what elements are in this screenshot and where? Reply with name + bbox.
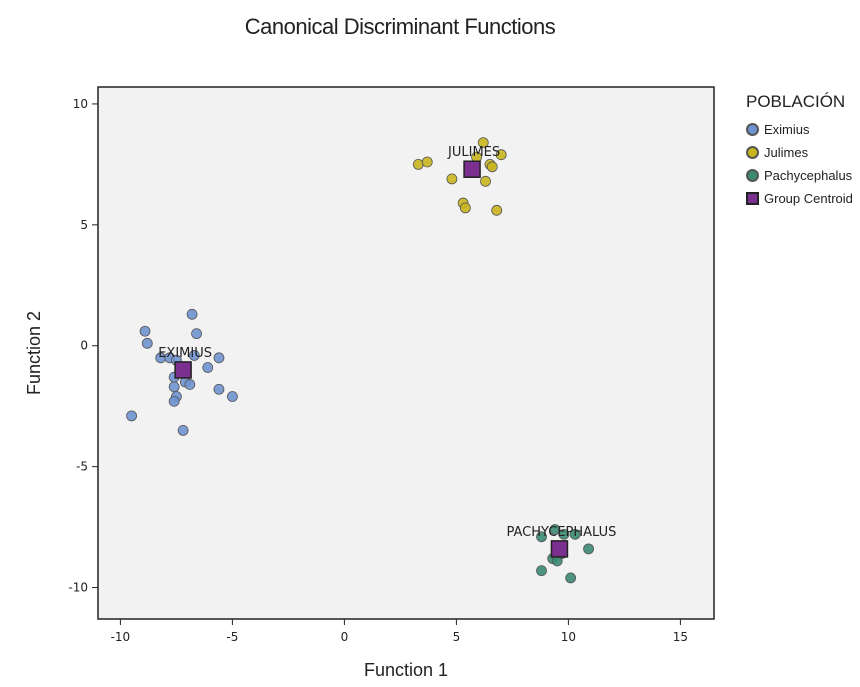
points-layer [126, 137, 594, 584]
x-axis-title: Function 1 [364, 660, 448, 680]
point-julimes [491, 204, 503, 216]
point-eximius [168, 381, 180, 393]
legend-label-eximius: Eximius [764, 122, 810, 137]
point-eximius [213, 383, 225, 395]
point-pachycephalus [583, 543, 594, 555]
point-julimes [459, 202, 471, 214]
legend-item-pachycephalus: Pachycephalus [746, 164, 853, 187]
point-pachycephalus [549, 524, 561, 535]
legend-title: POBLACIÓN [746, 92, 846, 111]
point-julimes [446, 173, 458, 185]
point-eximius [226, 391, 238, 402]
x-tick-label: 0 [341, 630, 349, 644]
legend-item-group-centroid: Group Centroid [746, 187, 853, 210]
x-tick-label: 5 [453, 630, 461, 644]
legend-marker-group-centroid [746, 192, 759, 205]
point-julimes [486, 161, 498, 173]
group-centroid-marker [174, 361, 192, 379]
point-eximius [139, 325, 151, 337]
point-eximius [184, 379, 196, 390]
point-pachycephalus [536, 531, 547, 543]
y-tick-label: -10 [68, 581, 88, 595]
point-eximius [186, 308, 198, 320]
centroid-layer: EXIMIUS JULIMES PACHYCEPHALUS [158, 145, 616, 558]
point-eximius [177, 424, 189, 436]
y-axis-title: Function 2 [24, 311, 44, 395]
point-eximius [188, 350, 200, 361]
point-julimes [412, 158, 424, 170]
point-pachycephalus [569, 528, 581, 540]
chart-title: Canonical Discriminant Functions [244, 14, 556, 39]
legend-item-julimes: Julimes [746, 141, 853, 164]
point-eximius [202, 362, 214, 373]
y-tick-label: -5 [76, 460, 88, 474]
point-julimes [477, 137, 489, 149]
legend-marker-eximius [746, 123, 759, 136]
y-tick-label: 0 [80, 339, 88, 353]
point-eximius [191, 328, 202, 340]
legend-label-julimes: Julimes [764, 145, 809, 160]
point-eximius [126, 410, 138, 422]
y-tick-label: 10 [73, 97, 88, 111]
legend-marker-pachycephalus [746, 169, 759, 182]
point-julimes [495, 149, 507, 161]
legend: POBLACIÓN Eximius Julimes Pachycephalus … [746, 92, 853, 210]
point-eximius [213, 352, 225, 364]
y-axis: -10 -5 0 5 10 [68, 97, 98, 595]
centroid-label: EXIMIUS [158, 346, 212, 361]
centroid-label: JULIMES [447, 145, 500, 160]
point-julimes [480, 175, 491, 187]
x-tick-label: 15 [673, 630, 688, 644]
point-pachycephalus [558, 528, 570, 540]
y-tick-label: 5 [80, 218, 88, 232]
plot-area [97, 86, 715, 620]
point-julimes [421, 156, 433, 168]
point-eximius [141, 337, 153, 349]
legend-item-eximius: Eximius [746, 118, 853, 141]
group-centroid-marker [463, 160, 481, 178]
legend-marker-julimes [746, 146, 759, 159]
point-pachycephalus [536, 565, 547, 577]
legend-label-group-centroid: Group Centroid [764, 191, 853, 206]
x-axis: -10 -5 0 5 10 15 [111, 619, 688, 644]
x-tick-label: -10 [111, 630, 131, 644]
centroid-label: PACHYCEPHALUS [506, 525, 616, 540]
legend-label-pachycephalus: Pachycephalus [764, 168, 853, 183]
point-eximius [168, 395, 180, 407]
x-tick-label: 10 [561, 630, 576, 644]
x-tick-label: -5 [226, 630, 238, 644]
group-centroid-marker [550, 540, 569, 558]
point-pachycephalus [565, 572, 577, 584]
